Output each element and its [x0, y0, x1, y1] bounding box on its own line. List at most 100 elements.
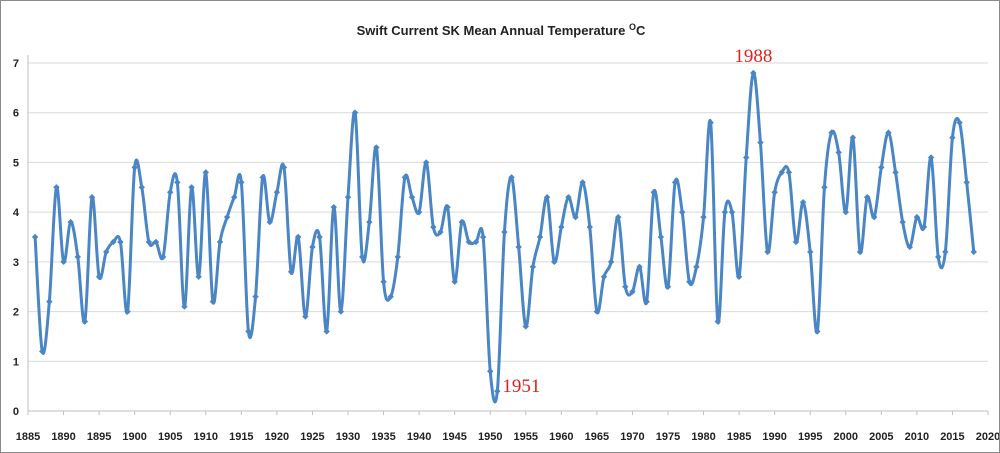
data-point	[835, 149, 842, 156]
x-axis-ticks: 1885 1890 1895 1900 1905 1910 1915 1920 1925 1930…	[16, 411, 999, 443]
data-point	[394, 253, 401, 261]
y-tick-label: 7	[13, 58, 19, 70]
x-tick-label: 2010	[905, 431, 929, 443]
data-point	[792, 238, 800, 246]
data-point	[188, 184, 195, 191]
x-tick-label: 1945	[442, 431, 466, 443]
x-tick-label: 1935	[371, 431, 395, 443]
data-point	[949, 134, 956, 141]
data-point	[558, 223, 565, 231]
data-point	[131, 164, 138, 171]
data-point	[686, 278, 693, 285]
data-point	[508, 174, 515, 181]
data-point	[344, 194, 352, 201]
x-tick-label: 1970	[620, 431, 644, 443]
data-point	[472, 238, 480, 246]
data-point	[821, 184, 828, 191]
data-point	[380, 278, 387, 285]
data-point	[124, 308, 131, 315]
data-point	[849, 134, 857, 141]
data-point	[451, 278, 458, 285]
x-tick-label: 1915	[229, 431, 253, 443]
y-tick-label: 3	[13, 257, 19, 269]
data-point	[351, 109, 359, 116]
data-point	[700, 213, 707, 221]
data-point	[856, 248, 864, 256]
series-temperature	[31, 69, 977, 404]
x-tick-label: 1955	[514, 431, 538, 443]
x-tick-label: 1920	[265, 431, 289, 443]
data-point	[920, 223, 928, 231]
data-point	[366, 218, 373, 226]
data-point	[430, 223, 437, 231]
data-point	[721, 208, 729, 216]
data-point	[167, 189, 174, 196]
data-point	[757, 139, 764, 146]
data-point	[359, 253, 366, 261]
data-point	[906, 243, 913, 251]
data-point	[529, 263, 537, 271]
x-tick-label: 2005	[869, 431, 893, 443]
data-point	[46, 298, 53, 305]
x-tick-label: 1985	[727, 431, 751, 443]
x-tick-label: 1965	[585, 431, 609, 443]
x-tick-label: 1895	[87, 431, 111, 443]
y-tick-label: 0	[13, 406, 19, 418]
data-point	[110, 238, 117, 246]
x-tick-label: 1910	[194, 431, 218, 443]
data-point	[707, 119, 714, 126]
data-point	[899, 218, 906, 226]
data-point	[551, 258, 558, 266]
data-point	[423, 159, 430, 166]
data-point	[202, 169, 209, 176]
data-point	[401, 174, 409, 181]
data-point	[81, 318, 89, 325]
data-point	[287, 268, 295, 275]
data-point	[88, 194, 96, 201]
data-point	[316, 233, 323, 241]
data-point	[295, 233, 302, 241]
data-point	[828, 129, 835, 136]
data-point	[159, 253, 167, 261]
chart-title-unit: C	[636, 23, 646, 38]
data-point	[892, 169, 899, 176]
data-point	[636, 263, 643, 271]
data-point	[252, 293, 259, 300]
chart-title: Swift Current SK Mean Annual Temperature…	[357, 22, 646, 38]
annotation-1988: 1988	[734, 46, 772, 67]
data-point	[302, 313, 309, 320]
data-point	[145, 238, 153, 246]
data-point	[622, 283, 629, 290]
data-point	[714, 318, 721, 325]
data-point	[679, 208, 686, 216]
data-point	[572, 213, 579, 221]
y-tick-label: 4	[13, 207, 20, 219]
data-point	[53, 184, 60, 191]
data-point	[600, 273, 608, 280]
data-point	[117, 238, 124, 246]
data-point	[878, 164, 885, 171]
data-point	[259, 174, 266, 181]
series-line	[33, 71, 976, 404]
data-point	[536, 233, 544, 241]
data-point	[593, 308, 601, 315]
data-point	[231, 194, 238, 201]
data-point	[885, 129, 892, 136]
data-point	[458, 218, 465, 226]
data-point	[216, 238, 224, 246]
data-point	[871, 213, 878, 221]
x-tick-label: 1930	[336, 431, 360, 443]
data-point	[209, 298, 217, 305]
y-tick-label: 2	[13, 307, 19, 319]
data-point	[415, 208, 423, 216]
data-point	[479, 233, 487, 241]
data-point	[515, 243, 522, 251]
data-point	[785, 169, 793, 176]
data-point	[323, 328, 330, 335]
data-point	[927, 154, 935, 161]
data-point	[956, 119, 963, 126]
data-point	[586, 223, 593, 231]
data-point	[728, 208, 736, 216]
